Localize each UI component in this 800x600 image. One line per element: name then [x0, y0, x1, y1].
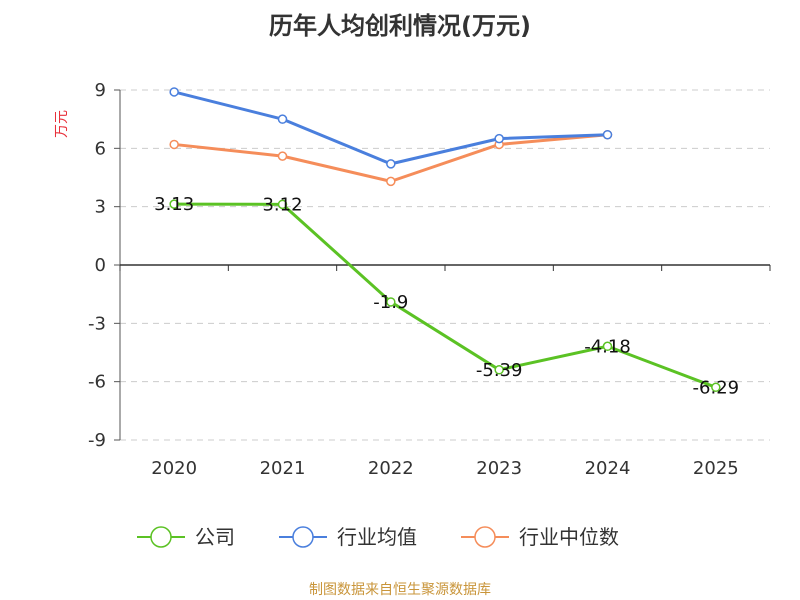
series-line — [174, 133, 608, 183]
data-label: -5.39 — [476, 360, 523, 381]
grid — [120, 89, 770, 441]
x-tick-label: 2024 — [585, 458, 631, 479]
x-tick-label: 2021 — [260, 458, 306, 479]
y-tick-label: -3 — [88, 313, 106, 334]
data-label: -4.18 — [584, 336, 631, 357]
data-point — [386, 176, 396, 187]
legend: 公司 行业均值 行业中位数 — [137, 525, 619, 549]
legend-label: 行业均值 — [337, 525, 417, 549]
legend-item: 行业中位数 — [461, 525, 619, 549]
data-point — [277, 199, 288, 210]
legend-label: 行业中位数 — [519, 525, 619, 549]
data-label: 3.12 — [262, 194, 302, 215]
y-tick-label: -6 — [88, 372, 106, 393]
y-tick-label: 6 — [95, 138, 106, 159]
source-note: 制图数据来自恒生聚源数据库 — [309, 582, 491, 598]
legend-item: 行业均值 — [279, 525, 417, 549]
series — [169, 87, 721, 393]
data-point — [602, 129, 613, 140]
y-axis-label: 万元 — [54, 110, 70, 138]
data-point — [169, 199, 179, 209]
data-label: 3.13 — [154, 194, 194, 215]
data-point — [494, 365, 504, 375]
data-label: -6.29 — [693, 377, 740, 398]
axes: 9 6 3 0 -3 -6 -9 2020 2021 2022 2023 2024 2025 — [88, 80, 771, 479]
data-point — [711, 382, 721, 393]
y-tick-label: 9 — [95, 80, 106, 101]
legend-item: 公司 — [137, 525, 235, 549]
legend-marker — [150, 526, 172, 548]
y-tick-label: 3 — [95, 197, 106, 218]
legend-label: 公司 — [195, 525, 235, 549]
data-label: -1.9 — [373, 292, 408, 313]
data-point — [386, 297, 396, 307]
x-tick-label: 2020 — [151, 458, 197, 479]
legend-marker — [292, 526, 314, 548]
data-point — [386, 159, 396, 169]
series-line — [173, 90, 608, 166]
data-point — [169, 87, 179, 97]
data-point — [602, 341, 613, 352]
x-tick-label: 2023 — [476, 458, 522, 479]
x-tick-label: 2025 — [693, 458, 739, 479]
chart-title: 历年人均创利情况(万元) — [269, 12, 531, 40]
legend-marker — [474, 526, 496, 548]
data-labels: 3.13 3.12 -1.9 -5.39 -4.18 -6.29 — [154, 194, 739, 398]
y-tick-label: 0 — [95, 255, 106, 276]
data-point — [277, 151, 288, 161]
series-line — [174, 202, 717, 389]
x-tick-label: 2022 — [368, 458, 414, 479]
data-point — [494, 133, 504, 144]
data-point — [169, 139, 179, 150]
data-point — [277, 114, 288, 124]
y-tick-label: -9 — [88, 430, 106, 451]
